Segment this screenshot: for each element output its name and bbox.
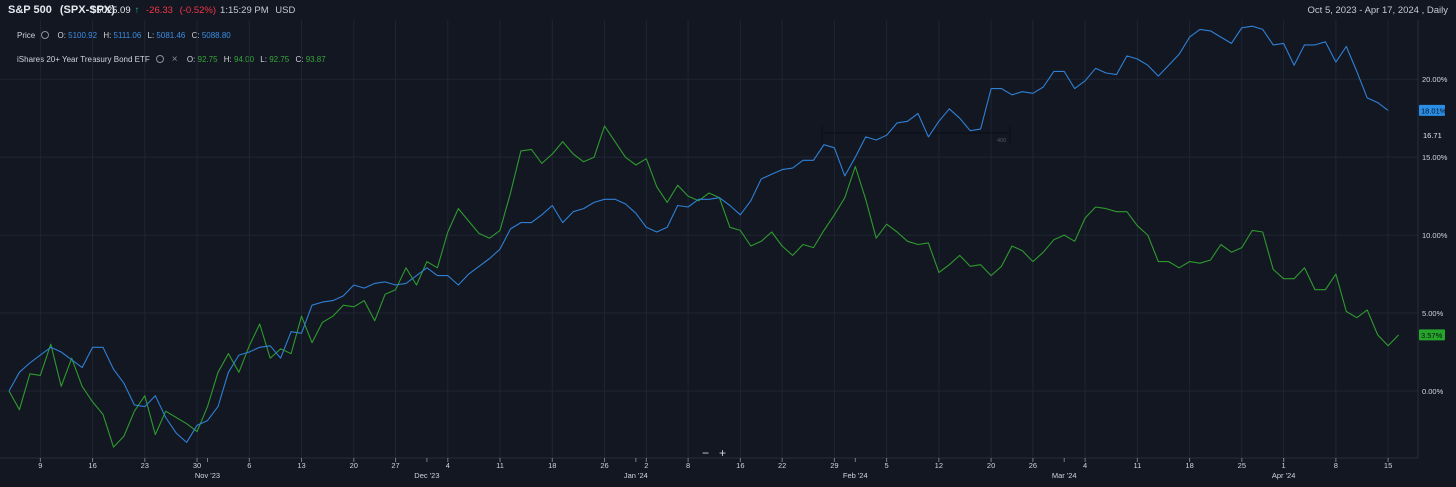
last-value-label-price: 18.01% (1419, 104, 1447, 116)
x-tick-label: 4 (446, 461, 450, 470)
x-tick-label: 20 (987, 461, 995, 470)
zoom-out-button[interactable]: − (701, 446, 709, 460)
x-month-label: Dec '23 (414, 471, 439, 480)
last-price: $5025.09 (91, 5, 131, 16)
bond-open: 92.75 (197, 55, 218, 64)
crosshair-value-label: 16.71 (1423, 131, 1442, 140)
legend-price-label: Price (17, 31, 36, 40)
last-value-badge (1419, 329, 1445, 341)
y-tick-label: 10.00% (1422, 231, 1448, 240)
bond-close: 93.87 (305, 55, 326, 64)
x-tick-label: 18 (548, 461, 556, 470)
series-group (8, 25, 1399, 448)
x-tick-label: 26 (600, 461, 608, 470)
x-tick-label: 15 (1384, 461, 1392, 470)
x-month-label: Mar '24 (1052, 471, 1077, 480)
close-icon[interactable]: × (171, 54, 178, 65)
price-high: 5111.06 (113, 31, 142, 40)
x-tick-label: 4 (1083, 461, 1087, 470)
symbol-title: S&P 500 (SPX-SPX) (8, 4, 120, 16)
x-tick-label: 8 (1334, 461, 1338, 470)
x-axis: 9 16 23 30 6 13 20 27 4 11 18 26 2 8 16 22 29 5 12 20 26 4 11 1… (38, 458, 1392, 480)
x-tick-label: 8 (686, 461, 690, 470)
y-tick-label: 20.00% (1422, 75, 1448, 84)
price-low: 5081.46 (156, 31, 186, 40)
y-axis: 20.00% 15.00% 10.00% 5.00% 0.00% (1422, 75, 1448, 396)
bond-low: 92.75 (269, 55, 290, 64)
date-range: Oct 5, 2023 - Apr 17, 2024 , Daily (1307, 5, 1448, 16)
quote-summary: $5025.09 ↑ -26.33 (-0.52%) 1:15:29 PM USD (91, 5, 299, 16)
settings-icon[interactable] (41, 31, 50, 39)
last-value-text: 18.01% (1421, 106, 1447, 115)
last-value-badge (1419, 104, 1445, 116)
grid (0, 20, 1418, 458)
last-value-label-bond: 3.57% (1419, 329, 1445, 341)
x-tick-label: 1 (1282, 461, 1286, 470)
price-open: 5100.92 (68, 31, 98, 40)
currency: USD (275, 5, 296, 16)
x-tick-label: 20 (350, 461, 358, 470)
x-tick-label: 16 (88, 461, 96, 470)
last-value-labels: 18.01% 3.57% (1419, 104, 1447, 341)
x-month-label: Nov '23 (195, 471, 220, 480)
x-tick-label: 18 (1185, 461, 1193, 470)
x-month-label: Feb '24 (843, 471, 868, 480)
bond-high: 94.00 (234, 55, 255, 64)
y-tick-label: 0.00% (1422, 387, 1444, 396)
last-value-text: 3.57% (1421, 331, 1443, 340)
x-tick-label: 13 (297, 461, 305, 470)
up-arrow-icon: ↑ (134, 5, 140, 16)
zoom-in-button[interactable]: + (718, 446, 726, 460)
x-tick-label: 11 (1133, 461, 1141, 470)
price-close: 5088.80 (201, 31, 231, 40)
x-tick-label: 2 (644, 461, 648, 470)
settings-icon[interactable] (155, 55, 164, 63)
x-tick-label: 26 (1029, 461, 1037, 470)
x-tick-label: 25 (1238, 461, 1246, 470)
series-line-price (8, 25, 1389, 443)
index-name: S&P 500 (8, 4, 52, 16)
measure-small-label: 400 (997, 138, 1006, 144)
legend-price[interactable]: Price O: 5100.92 H: 5111.06 L: 5081.46 C… (17, 31, 231, 40)
x-month-label: Apr '24 (1272, 471, 1296, 480)
x-tick-label: 27 (391, 461, 399, 470)
x-tick-label: 11 (496, 461, 504, 470)
x-tick-label: 12 (935, 461, 943, 470)
x-tick-label: 23 (141, 461, 149, 470)
y-tick-label: 15.00% (1422, 153, 1448, 162)
x-tick-label: 29 (830, 461, 838, 470)
x-tick-label: 16 (736, 461, 744, 470)
price-change-percent: (-0.52%) (179, 5, 217, 16)
x-tick-label: 5 (885, 461, 889, 470)
chart-header: S&P 500 (SPX-SPX) $5025.09 ↑ -26.33 (-0.5… (0, 0, 1456, 20)
x-tick-label: 22 (778, 461, 786, 470)
measure-tool[interactable]: 400 (821, 126, 1011, 144)
x-month-label: Jan '24 (624, 471, 648, 480)
legend-bond-label: iShares 20+ Year Treasury Bond ETF (17, 55, 150, 64)
x-tick-label: 30 (193, 461, 201, 470)
index-symbol: (SPX-SPX) (59, 4, 115, 16)
quote-time: 1:15:29 PM (220, 5, 269, 16)
x-tick-label: 6 (247, 461, 251, 470)
price-change: -26.33 (146, 5, 173, 16)
x-tick-label: 9 (38, 461, 42, 470)
legend-bond[interactable]: iShares 20+ Year Treasury Bond ETF × O: 9… (17, 54, 326, 65)
series-line-bond (8, 125, 1399, 448)
y-tick-label: 5.00% (1422, 309, 1444, 318)
zoom-controls: − + (697, 446, 731, 460)
